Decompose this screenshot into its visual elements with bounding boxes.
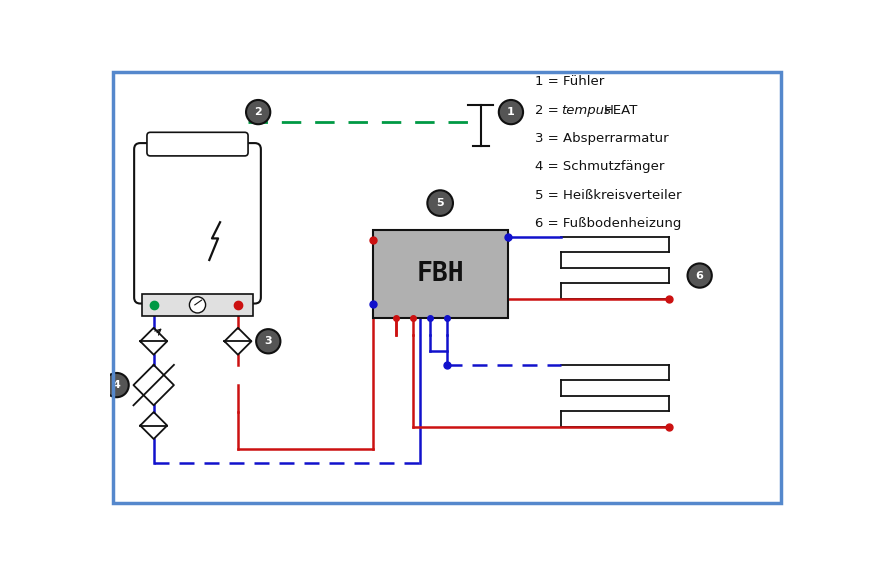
FancyBboxPatch shape bbox=[134, 143, 261, 303]
Text: 4: 4 bbox=[112, 380, 120, 390]
Circle shape bbox=[105, 373, 129, 397]
Text: 6: 6 bbox=[696, 270, 704, 281]
Text: FBH: FBH bbox=[416, 261, 464, 287]
Text: 2 =: 2 = bbox=[535, 104, 562, 117]
Text: 1: 1 bbox=[507, 107, 514, 117]
Text: 5: 5 bbox=[436, 198, 444, 208]
Circle shape bbox=[256, 329, 281, 353]
Circle shape bbox=[246, 100, 270, 124]
Text: 1 = Fühler: 1 = Fühler bbox=[535, 75, 603, 88]
Text: tempus: tempus bbox=[562, 104, 611, 117]
Text: 2: 2 bbox=[255, 107, 262, 117]
Text: 3 = Absperrarmatur: 3 = Absperrarmatur bbox=[535, 132, 668, 145]
Circle shape bbox=[687, 263, 712, 288]
Circle shape bbox=[427, 190, 453, 216]
Circle shape bbox=[499, 100, 523, 124]
Text: 4 = Schmutzfänger: 4 = Schmutzfänger bbox=[535, 160, 664, 173]
Text: 5 = Heißkreisverteiler: 5 = Heißkreisverteiler bbox=[535, 188, 681, 201]
Text: HEAT: HEAT bbox=[603, 104, 637, 117]
Circle shape bbox=[189, 297, 206, 313]
FancyBboxPatch shape bbox=[142, 294, 253, 316]
FancyBboxPatch shape bbox=[372, 230, 508, 318]
Text: 3: 3 bbox=[264, 336, 272, 347]
Text: 6 = Fußbodenheizung: 6 = Fußbodenheizung bbox=[535, 217, 681, 230]
FancyBboxPatch shape bbox=[147, 133, 248, 156]
